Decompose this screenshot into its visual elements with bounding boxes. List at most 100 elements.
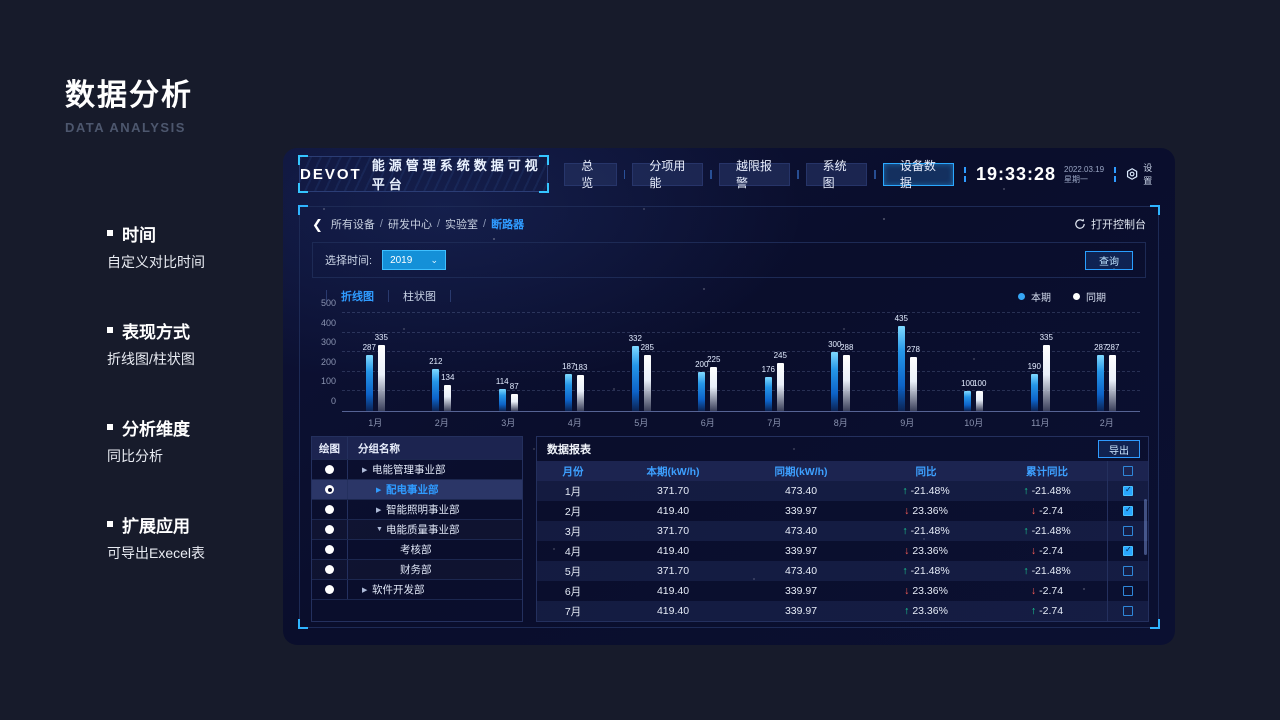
bar-value-label: 435 [894,313,908,323]
feature-item: 分析维度 同比分析 [107,416,287,466]
bar-group-10月[interactable]: 100 100 [941,314,1008,411]
corner-accent [298,205,308,215]
logo-box: DEVOT 能源管理系统数据可视平台 [298,155,550,193]
circular-arrow-icon [1075,218,1085,229]
bar-value-label: 87 [509,381,519,391]
tree-row-财务部[interactable]: 财务部 [312,559,522,579]
settings-button[interactable]: 设置 [1126,161,1159,187]
breadcrumb-separator: / [483,218,487,230]
bar-同期: 100 [973,379,986,411]
report-cell-trend: ↑ -21.48% [865,565,987,577]
radio-icon[interactable] [325,505,334,514]
bar-group-9月[interactable]: 435 278 [874,314,941,411]
checkbox-icon[interactable] [1123,505,1133,516]
tree-row-电能管理事业部[interactable]: ▶ 电能管理事业部 [312,459,522,479]
legend-item-本期[interactable]: 本期 [1018,289,1051,304]
report-titlebar: 数据报表 导出 [537,437,1148,461]
report-cell: 7月 [564,605,582,618]
checkbox-icon[interactable] [1123,566,1133,576]
feature-desc: 同比分析 [107,448,163,464]
checkbox-icon[interactable] [1123,485,1133,496]
x-axis-label: 6月 [700,418,715,428]
radio-icon[interactable] [325,585,334,594]
nav-item-5[interactable]: 设备数据 [882,159,954,190]
up-arrow-icon: ↑ [902,525,908,537]
breadcrumb-item[interactable]: 所有设备 [330,219,375,231]
radio-icon[interactable] [325,525,334,534]
breadcrumb-item[interactable]: 研发中心 [387,219,432,231]
nav-item-1[interactable]: 总览 [564,159,617,190]
radio-icon[interactable] [325,545,334,554]
expander-icon[interactable]: ▶ [362,586,368,594]
tab-柱状图[interactable]: 柱状图 [403,291,436,303]
report-col-header: 同比 [915,465,937,478]
bar-group-6月[interactable]: 200 225 [675,314,742,411]
tree-header-draw: 绘图 [312,437,348,459]
year-select[interactable]: 2019 ⌄ [382,250,447,270]
radio-icon[interactable] [325,565,334,574]
bar-group-2月[interactable]: 287 287 [1074,314,1141,411]
nav-item-3[interactable]: 越限报警 [718,159,791,190]
tree-label: 财务部 [400,564,432,576]
bar-group-11月[interactable]: 190 335 [1007,314,1074,411]
query-button[interactable]: 查询 [1085,250,1133,270]
feature-heading: 时间 [107,222,287,245]
export-button[interactable]: 导出 [1098,440,1140,459]
clock-time: 19:33:28 [975,163,1057,184]
gear-icon [1127,168,1138,180]
weekday-text: 星期一 [1064,174,1089,184]
trend-value: 23.36% [912,605,948,617]
back-chevron-icon[interactable]: ❮ [312,216,323,232]
expander-icon[interactable]: ▶ [376,506,382,514]
bar-group-8月[interactable]: 300 288 [808,314,875,411]
checkbox-icon[interactable] [1123,545,1133,556]
breadcrumb: ❮ 所有设备 / 研发中心 / 实验室 / 断路器 打开控制台 [300,207,1158,237]
up-arrow-icon: ↑ [902,565,908,577]
feature-item: 扩展应用 可导出Execel表 [107,513,287,563]
bar-group-1月[interactable]: 287 335 [342,314,409,411]
feature-heading: 表现方式 [107,319,287,342]
bar-value-label: 100 [961,379,975,389]
year-select-value: 2019 [390,254,413,266]
breadcrumb-current: 断路器 [491,219,525,231]
tree-label: 软件开发部 [372,584,425,596]
tree-row-软件开发部[interactable]: ▶ 软件开发部 [312,579,522,599]
bar-group-7月[interactable]: 176 245 [741,314,808,411]
report-col-header: 本期(kW/h) [646,465,700,478]
expander-icon[interactable]: ▶ [362,466,368,474]
report-cell-trend: ↑ -21.48% [987,565,1107,577]
checkbox-icon[interactable] [1123,586,1133,596]
expander-icon[interactable]: ▶ [376,486,382,494]
bar-group-2月[interactable]: 212 134 [409,314,476,411]
checkbox-icon[interactable] [1123,526,1133,536]
up-arrow-icon: ↑ [904,605,910,617]
bar-value-label: 212 [429,357,443,367]
tree-row-电能质量事业部[interactable]: ▼ 电能质量事业部 [312,519,522,539]
legend-dot-icon [1073,292,1080,300]
y-axis-tick: 300 [320,337,336,348]
bullet-icon [107,230,113,236]
bar-group-5月[interactable]: 332 285 [608,314,675,411]
tree-row-配电事业部[interactable]: ▶ 配电事业部 [312,479,522,499]
tab-折线图[interactable]: 折线图 [341,291,374,303]
radio-icon[interactable] [325,485,334,494]
bar-group-3月[interactable]: 114 87 [475,314,542,411]
checkbox-icon[interactable] [1123,466,1133,477]
bar-同期: 335 [375,333,388,411]
open-console-link[interactable]: 打开控制台 [1074,216,1146,232]
tree-row-考核部[interactable]: 考核部 [312,539,522,559]
bar-value-label: 287 [1094,342,1108,352]
tree-row-智能照明事业部[interactable]: ▶ 智能照明事业部 [312,499,522,519]
radio-icon[interactable] [325,465,334,474]
nav-item-4[interactable]: 系统图 [805,159,868,190]
expander-icon[interactable]: ▼ [376,526,383,533]
breadcrumb-item[interactable]: 实验室 [445,219,479,231]
bar-group-4月[interactable]: 187 183 [542,314,609,411]
tab-divider [326,290,327,302]
bar-本期: 114 [496,377,509,411]
checkbox-icon[interactable] [1123,606,1133,616]
legend-item-同期[interactable]: 同期 [1073,289,1106,304]
nav-item-2[interactable]: 分项用能 [632,159,704,190]
report-scrollbar[interactable] [1144,499,1147,555]
brand-logo: DEVOT [300,165,362,183]
